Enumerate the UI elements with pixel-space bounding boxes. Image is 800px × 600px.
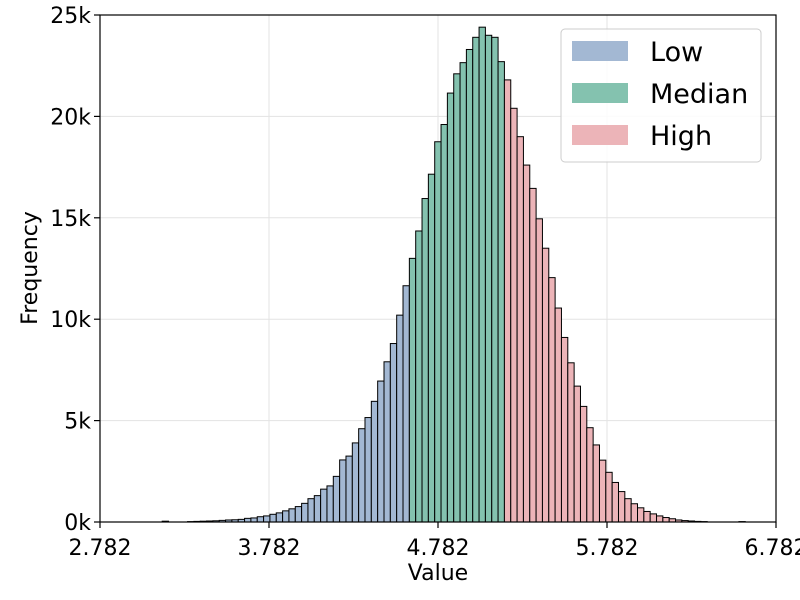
legend-swatch-high bbox=[572, 125, 628, 145]
histogram-bar-65 bbox=[548, 277, 556, 523]
x-axis-label: Value bbox=[408, 561, 468, 586]
histogram-bar-49 bbox=[446, 92, 455, 523]
histogram-bar-31 bbox=[332, 475, 341, 523]
histogram-bar-76 bbox=[617, 491, 626, 523]
legend-label-low: Low bbox=[650, 37, 703, 68]
histogram-bar-83 bbox=[662, 517, 670, 523]
histogram-bar-45 bbox=[421, 198, 429, 523]
histogram-bar-42 bbox=[402, 285, 410, 523]
histogram-bar-71 bbox=[586, 427, 594, 523]
histogram-bar-56 bbox=[491, 36, 499, 523]
histogram-bar-51 bbox=[459, 62, 467, 523]
histogram-bar-26 bbox=[301, 502, 309, 523]
histogram-bar-61 bbox=[522, 164, 531, 523]
histogram-bar-23 bbox=[282, 510, 290, 523]
histogram-bar-62 bbox=[529, 187, 537, 523]
y-tick-label-1: 5k bbox=[64, 410, 91, 435]
histogram-bar-30 bbox=[326, 485, 334, 523]
histogram-bar-64 bbox=[541, 247, 550, 523]
histogram-bar-28 bbox=[313, 495, 322, 523]
histogram-bar-52 bbox=[465, 48, 474, 523]
histogram-bar-79 bbox=[637, 507, 645, 523]
histogram-bar-43 bbox=[408, 257, 417, 523]
histogram-bar-77 bbox=[624, 498, 632, 523]
x-axis-ticks: 2.782 3.782 4.782 5.782 6.782 bbox=[69, 522, 800, 561]
histogram-bar-82 bbox=[656, 515, 664, 523]
histogram-bar-57 bbox=[497, 61, 505, 523]
y-tick-label-2: 10k bbox=[50, 308, 91, 333]
histogram-bar-80 bbox=[643, 510, 651, 523]
histogram-bar-34 bbox=[351, 442, 360, 523]
histogram-bar-27 bbox=[307, 498, 315, 523]
histogram-bar-35 bbox=[358, 428, 366, 523]
histogram-bar-20 bbox=[263, 515, 271, 523]
histogram-bar-66 bbox=[554, 307, 562, 523]
histogram-bar-63 bbox=[535, 218, 543, 523]
y-axis-ticks: 0k 5k 10k 15k 20k 25k bbox=[50, 4, 100, 536]
legend-swatch-median bbox=[572, 83, 628, 103]
histogram-bars bbox=[161, 26, 746, 523]
histogram-bar-54 bbox=[478, 26, 486, 523]
histogram-bar-19 bbox=[256, 516, 265, 523]
histogram-bar-53 bbox=[472, 36, 480, 523]
histogram-bar-75 bbox=[611, 481, 619, 523]
legend: Low Median High bbox=[560, 28, 762, 163]
histogram-bar-69 bbox=[573, 385, 581, 523]
histogram-bar-25 bbox=[294, 506, 303, 523]
histogram-bar-60 bbox=[516, 136, 524, 523]
histogram-bar-21 bbox=[269, 513, 277, 523]
histogram-bar-70 bbox=[579, 405, 588, 523]
x-tick-label-1: 3.782 bbox=[238, 536, 301, 561]
histogram-bar-50 bbox=[453, 73, 461, 523]
histogram-bar-29 bbox=[320, 488, 328, 523]
y-axis-label: Frequency bbox=[18, 211, 43, 325]
histogram-bar-40 bbox=[389, 343, 398, 523]
histogram-bar-38 bbox=[377, 380, 385, 523]
y-tick-label-0: 0k bbox=[64, 511, 91, 536]
histogram-bar-47 bbox=[434, 141, 442, 523]
histogram-bar-39 bbox=[383, 361, 391, 523]
histogram-bar-33 bbox=[345, 455, 353, 523]
x-tick-label-4: 6.782 bbox=[745, 536, 800, 561]
histogram-bar-46 bbox=[427, 173, 436, 523]
histogram-bar-59 bbox=[510, 107, 518, 523]
histogram-bar-68 bbox=[567, 362, 575, 523]
histogram-bar-72 bbox=[592, 444, 600, 523]
histogram-bar-67 bbox=[560, 336, 569, 523]
y-tick-label-4: 20k bbox=[50, 105, 91, 130]
histogram-bar-37 bbox=[370, 400, 379, 523]
histogram-bar-24 bbox=[288, 508, 296, 523]
histogram-bar-18 bbox=[250, 517, 258, 523]
x-tick-label-2: 4.782 bbox=[407, 536, 470, 561]
histogram-bar-32 bbox=[339, 459, 347, 523]
histogram-bar-48 bbox=[440, 124, 448, 523]
histogram-bar-36 bbox=[364, 417, 372, 523]
histogram-bar-41 bbox=[396, 314, 404, 523]
histogram-bar-55 bbox=[484, 34, 493, 523]
histogram-bar-73 bbox=[598, 459, 607, 523]
legend-swatch-low bbox=[572, 41, 628, 61]
y-tick-label-3: 15k bbox=[50, 207, 91, 232]
histogram-bar-58 bbox=[503, 79, 512, 523]
legend-label-median: Median bbox=[650, 79, 748, 110]
x-tick-label-0: 2.782 bbox=[69, 536, 132, 561]
histogram-bar-78 bbox=[630, 503, 639, 523]
legend-label-high: High bbox=[650, 121, 712, 152]
x-tick-label-3: 5.782 bbox=[576, 536, 639, 561]
histogram-bar-81 bbox=[649, 513, 658, 523]
histogram-bar-44 bbox=[415, 230, 423, 523]
histogram-bar-74 bbox=[605, 471, 613, 523]
y-tick-label-5: 25k bbox=[50, 4, 91, 29]
histogram-bar-22 bbox=[275, 512, 284, 523]
